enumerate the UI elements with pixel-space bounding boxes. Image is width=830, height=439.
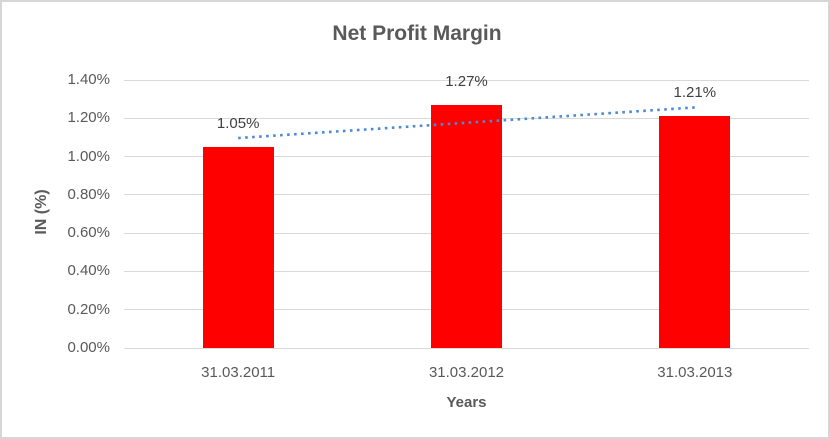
y-tick-label: 0.40% bbox=[67, 262, 110, 280]
y-tick-label: 0.60% bbox=[67, 224, 110, 242]
bar bbox=[659, 116, 731, 348]
gridline bbox=[124, 79, 809, 81]
x-tick-label: 31.03.2013 bbox=[657, 364, 733, 381]
y-tick-label: 1.20% bbox=[67, 109, 110, 127]
plot-area bbox=[124, 79, 809, 349]
trendline bbox=[238, 106, 695, 140]
bar-value-label: 1.27% bbox=[445, 72, 488, 90]
y-tick-label: 0.20% bbox=[67, 300, 110, 318]
y-tick-label: 1.40% bbox=[67, 71, 110, 88]
gridline bbox=[124, 347, 809, 349]
x-tick-label: 31.03.2011 bbox=[201, 364, 276, 381]
bar bbox=[431, 104, 502, 348]
y-tick-label: 0.00% bbox=[67, 339, 110, 356]
y-tick-label: 0.80% bbox=[67, 185, 110, 203]
x-axis-title: Years bbox=[446, 394, 487, 411]
bar-value-label: 1.05% bbox=[216, 115, 260, 132]
bar bbox=[202, 147, 274, 348]
y-tick-label: 1.00% bbox=[67, 147, 110, 165]
bar-value-label: 1.21% bbox=[673, 84, 717, 102]
chart-title: Net Profit Margin bbox=[332, 22, 502, 45]
x-tick-label: 31.03.2012 bbox=[428, 364, 505, 381]
